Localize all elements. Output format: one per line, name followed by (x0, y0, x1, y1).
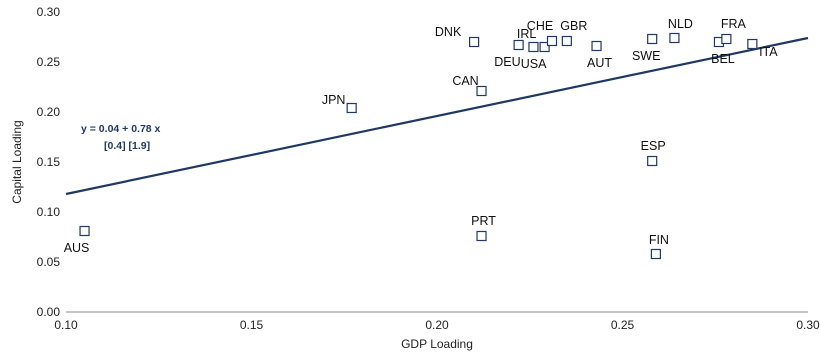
point-label-can: CAN (452, 74, 478, 88)
point-label-gbr: GBR (560, 19, 587, 33)
regression-equation: y = 0.04 + 0.78 x (81, 123, 161, 135)
point-label-ita: ITA (759, 45, 778, 59)
point-label-irl: IRL (517, 27, 537, 41)
y-tick-label: 0.10 (37, 205, 61, 219)
point-label-nld: NLD (668, 17, 693, 31)
point-label-fra: FRA (721, 17, 747, 31)
x-tick-label: 0.20 (425, 318, 449, 332)
point-marker-ita (747, 38, 758, 50)
regression-line (65, 36, 809, 196)
point-marker-aus (79, 225, 90, 237)
point-label-prt: PRT (471, 214, 496, 228)
point-label-usa: USA (521, 57, 547, 71)
y-tick-label: 0.15 (37, 155, 61, 169)
x-axis-ticks: 0.10 0.15 0.20 0.25 0.30 (54, 318, 820, 332)
x-tick-label: 0.15 (240, 318, 264, 332)
point-marker-deu (528, 41, 539, 53)
point-label-fin: FIN (649, 233, 669, 247)
point-marker-esp (647, 155, 658, 167)
y-tick-label: 0.30 (37, 5, 61, 19)
point-label-aut: AUT (587, 56, 612, 70)
point-label-jpn: JPN (322, 93, 346, 107)
point-label-aus: AUS (64, 241, 90, 255)
point-marker-jpn (346, 102, 357, 114)
point-label-deu: DEU (494, 55, 520, 69)
point-label-swe: SWE (632, 49, 660, 63)
point-marker-fra (721, 33, 732, 45)
y-tick-label: 0.20 (37, 105, 61, 119)
y-axis-title: Capital Loading (10, 120, 24, 203)
y-tick-label: 0.05 (37, 255, 61, 269)
point-marker-che (546, 35, 558, 47)
point-label-che: CHE (527, 19, 553, 33)
point-marker-can (476, 85, 487, 97)
point-marker-irl (513, 39, 524, 51)
data-points: AUS JPN DNK IRL CAN PRT DEU USA CHE GBR AUT SWE ESP F… (64, 17, 778, 260)
point-marker-prt (476, 230, 487, 242)
x-tick-label: 0.10 (54, 318, 78, 332)
y-tick-label: 0.25 (37, 55, 61, 69)
y-tick-label: 0.00 (37, 305, 61, 319)
point-marker-dnk (469, 36, 480, 48)
x-tick-label: 0.25 (611, 318, 635, 332)
x-axis-title: GDP Loading (401, 337, 473, 351)
y-axis-ticks: 0.00 0.05 0.10 0.15 0.20 0.25 0.30 (37, 5, 61, 319)
x-tick-label: 0.30 (796, 318, 820, 332)
point-marker-nld (669, 32, 680, 44)
point-marker-swe (647, 33, 658, 45)
regression-tstats: [0.4] [1.9] (104, 140, 150, 152)
point-label-esp: ESP (641, 139, 666, 153)
point-marker-aut (591, 40, 602, 52)
point-label-dnk: DNK (435, 25, 462, 39)
point-marker-fin (650, 248, 661, 260)
point-marker-gbr (561, 35, 572, 47)
point-label-bel: BEL (711, 52, 735, 66)
point-marker-usa (539, 41, 550, 53)
